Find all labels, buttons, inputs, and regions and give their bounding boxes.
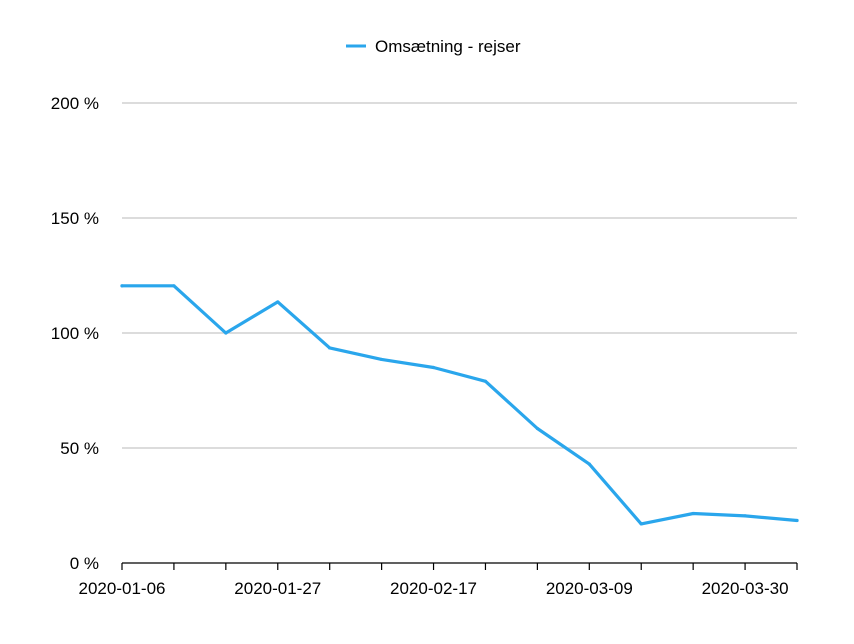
series-layer (120, 284, 799, 526)
data-point (691, 511, 695, 516)
data-point (639, 522, 643, 526)
y-axis-labels: 0 % 50 % 100 % 150 % 200 % (51, 94, 99, 573)
series-line (120, 284, 799, 526)
x-axis: 2020-01-06 2020-01-27 2020-02-17 2020-03-09… (79, 562, 798, 598)
x-tick-label: 2020-03-30 (702, 579, 789, 598)
data-point (328, 346, 332, 350)
x-tick-label: 2020-01-06 (79, 579, 166, 598)
data-point (380, 357, 384, 362)
y-tick-label: 150 % (51, 209, 99, 228)
data-point (535, 426, 539, 431)
data-point (431, 365, 436, 370)
y-tick-label: 50 % (60, 439, 99, 458)
data-point (743, 514, 747, 518)
data-point (587, 462, 591, 466)
data-point (795, 518, 799, 523)
data-point (224, 331, 228, 335)
x-tick-label: 2020-03-09 (546, 579, 633, 598)
y-tick-label: 0 % (70, 554, 99, 573)
data-point (172, 284, 176, 288)
gridlines (122, 102, 797, 449)
x-tick-label: 2020-01-27 (234, 579, 321, 598)
y-tick-label: 100 % (51, 324, 99, 343)
legend: Omsætning - rejser (346, 37, 521, 56)
legend-label: Omsætning - rejser (375, 37, 521, 56)
data-point (483, 379, 488, 383)
data-point (276, 300, 280, 304)
x-tick-label: 2020-02-17 (390, 579, 477, 598)
data-point (120, 284, 124, 288)
y-tick-label: 200 % (51, 94, 99, 113)
